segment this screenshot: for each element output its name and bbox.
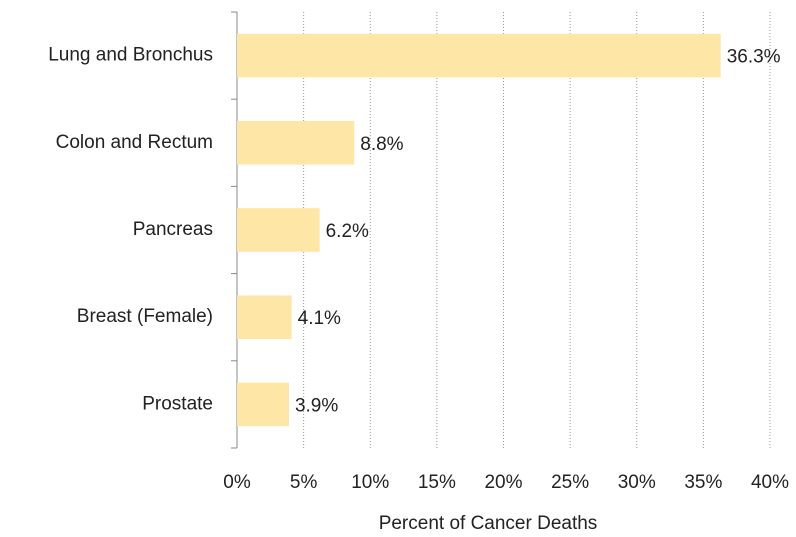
data-label: 4.1% [298,308,341,329]
bar [237,33,721,78]
data-label: 3.9% [295,395,338,416]
x-axis-title: Percent of Cancer Deaths [379,513,598,534]
y-tick-label: Colon and Rectum [56,132,213,153]
y-tick-label: Prostate [142,393,213,414]
bar [237,295,292,339]
x-tick-label: 40% [751,472,789,493]
data-label: 8.8% [360,134,403,155]
y-tick-label: Lung and Bronchus [48,45,213,66]
x-tick-label: 35% [684,472,722,493]
bar [237,382,289,427]
x-tick-label: 20% [484,472,522,493]
x-tick-label: 0% [223,472,251,493]
x-tick-label: 30% [618,472,656,493]
data-label: 36.3% [727,47,781,68]
x-tick-label: 5% [290,472,318,493]
data-label: 6.2% [326,221,369,242]
x-tick-label: 25% [551,472,589,493]
bar [237,121,355,165]
bar [237,208,320,252]
y-tick-label: Pancreas [133,219,213,240]
x-tick-label: 15% [418,472,456,493]
x-tick-label: 10% [351,472,389,493]
y-tick-label: Breast (Female) [77,306,213,327]
